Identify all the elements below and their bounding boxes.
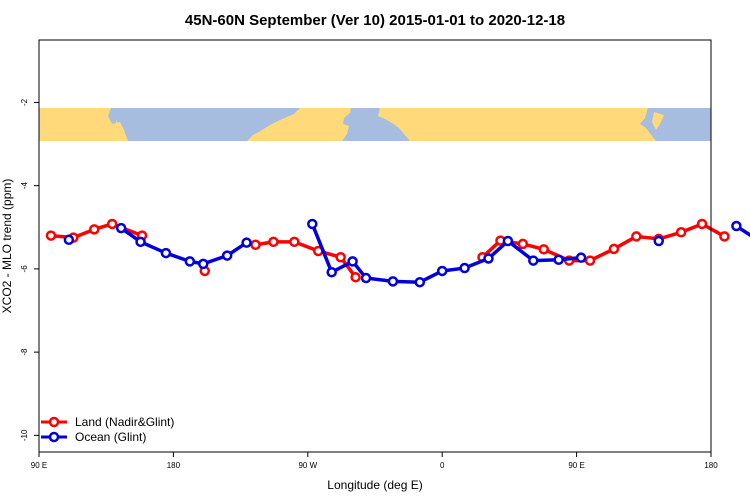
legend: Land (Nadir&Glint) Ocean (Glint) <box>41 415 174 444</box>
legend-item-ocean: Ocean (Glint) <box>41 430 146 444</box>
landmass-japan-east <box>652 112 664 130</box>
series-ocean <box>63 218 750 288</box>
data-point-ocean <box>347 256 358 267</box>
data-point-ocean <box>184 256 196 267</box>
data-point-ocean <box>653 235 664 247</box>
x-tick-label: 180 <box>704 461 718 470</box>
data-point-land <box>631 231 642 242</box>
data-point-land <box>289 236 300 248</box>
data-point-ocean <box>63 234 75 246</box>
data-point-ocean <box>160 247 172 259</box>
data-point-ocean <box>135 236 146 248</box>
data-point-ocean <box>575 252 587 263</box>
data-point-ocean <box>360 272 372 284</box>
landmass-greenland-europe-asia <box>378 108 656 141</box>
data-point-land <box>538 244 549 255</box>
y-tick-label: -4 <box>20 182 29 190</box>
data-point-ocean <box>241 237 252 248</box>
data-point-ocean <box>436 265 448 277</box>
data-point-ocean <box>414 276 426 288</box>
x-tick-label: 90 W <box>298 461 317 470</box>
data-point-ocean <box>387 276 399 287</box>
y-tick-label: -2 <box>20 98 29 106</box>
series-land <box>45 218 730 283</box>
x-tick-label: 90 E <box>31 461 47 470</box>
x-tick-label: 90 E <box>568 461 584 470</box>
data-point-ocean <box>502 235 514 247</box>
data-point-land <box>608 243 620 255</box>
data-point-land <box>89 224 100 235</box>
data-point-ocean <box>528 255 539 266</box>
data-point-ocean <box>198 258 209 270</box>
chart-title: 45N-60N September (Ver 10) 2015-01-01 to… <box>185 12 565 29</box>
x-axis-label: Longitude (deg E) <box>327 478 422 492</box>
data-point-ocean <box>483 253 494 264</box>
y-axis-label: XCO2 - MLO trend (ppm) <box>0 179 14 314</box>
landmass-north-america <box>247 108 351 141</box>
data-point-ocean <box>326 266 337 278</box>
data-point-ocean <box>221 250 233 261</box>
legend-ocean-marker <box>48 431 60 443</box>
data-point-land <box>517 238 529 250</box>
plot-series <box>45 218 750 288</box>
data-point-land <box>584 255 596 266</box>
landmass-eurasia <box>39 108 128 141</box>
data-point-land <box>696 218 708 230</box>
data-point-ocean <box>115 222 127 234</box>
data-point-land <box>250 239 261 251</box>
legend-item-land: Land (Nadir&Glint) <box>41 415 174 429</box>
data-point-ocean <box>307 218 318 230</box>
data-point-land <box>268 236 279 248</box>
data-point-land <box>350 271 361 283</box>
data-point-ocean <box>731 220 742 232</box>
plot-frame <box>38 39 712 453</box>
y-axis: -2 -4 -6 -8 -10 <box>20 98 39 441</box>
map-landmasses <box>39 108 664 141</box>
legend-land-marker <box>48 416 60 428</box>
x-tick-label: 0 <box>440 461 445 470</box>
y-tick-label: -6 <box>20 265 29 273</box>
data-point-ocean <box>459 262 470 274</box>
series-line-ocean <box>735 224 750 238</box>
landmass-kamchatka <box>116 120 121 132</box>
data-point-ocean <box>553 254 564 265</box>
x-axis: 90 E 180 90 W 0 90 E 180 <box>31 452 718 470</box>
data-point-land <box>45 230 57 241</box>
y-tick-label: -10 <box>20 429 29 441</box>
data-point-land <box>719 231 730 242</box>
y-tick-label: -8 <box>20 348 29 356</box>
data-point-land <box>675 227 687 238</box>
data-point-land <box>335 251 346 263</box>
map-band <box>39 108 711 141</box>
data-point-land <box>106 218 118 230</box>
legend-ocean-label: Ocean (Glint) <box>75 430 146 444</box>
legend-land-label: Land (Nadir&Glint) <box>75 415 174 429</box>
x-tick-label: 180 <box>167 461 181 470</box>
